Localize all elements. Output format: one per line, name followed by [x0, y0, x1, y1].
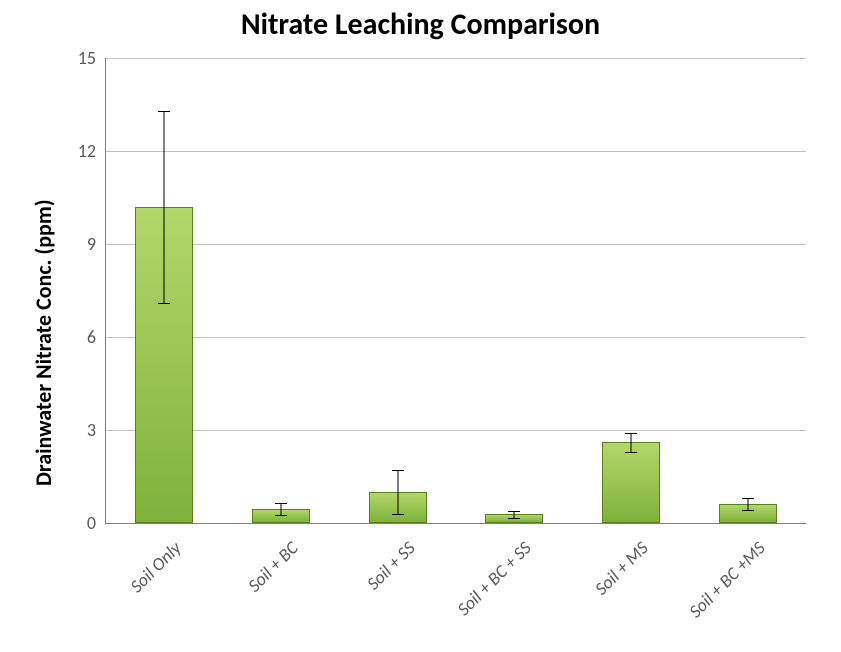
y-tick-label: 12 [78, 140, 106, 162]
x-tick-label: Soil + MS [590, 537, 652, 599]
x-tick-label: Soil + BC +MS [684, 537, 769, 622]
plot-area: 03691215Soil OnlySoil + BCSoil + SSSoil … [105, 58, 806, 524]
error-bar [514, 511, 515, 518]
error-bar [281, 503, 282, 514]
error-cap [275, 503, 287, 504]
error-cap [508, 511, 520, 512]
error-bar [631, 433, 632, 452]
error-cap [742, 498, 754, 499]
error-cap [158, 303, 170, 304]
x-tick-label: Soil + SS [362, 537, 419, 594]
error-cap [275, 515, 287, 516]
error-cap [508, 518, 520, 519]
error-cap [392, 470, 404, 471]
y-axis-label: Drainwater Nitrate Conc. (ppm) [30, 199, 57, 486]
gridline [106, 430, 806, 431]
error-cap [392, 514, 404, 515]
x-tick-label: Soil + BC + SS [453, 537, 536, 620]
chart-title: Nitrate Leaching Comparison [0, 6, 841, 43]
error-cap [158, 111, 170, 112]
x-tick-label: Soil + BC [243, 537, 302, 596]
gridline [106, 244, 806, 245]
error-bar [164, 111, 165, 303]
error-cap [742, 510, 754, 511]
bar [602, 442, 660, 523]
y-tick-label: 9 [87, 233, 106, 255]
gridline [106, 58, 806, 59]
error-cap [625, 452, 637, 453]
y-tick-label: 6 [87, 326, 106, 348]
y-tick-label: 15 [78, 47, 106, 69]
x-tick-label: Soil Only [126, 537, 186, 597]
error-bar [747, 498, 748, 510]
gridline [106, 337, 806, 338]
y-tick-label: 3 [87, 419, 106, 441]
error-bar [397, 470, 398, 513]
y-tick-label: 0 [87, 512, 106, 534]
chart-container: Nitrate Leaching Comparison Drainwater N… [0, 0, 841, 652]
gridline [106, 151, 806, 152]
error-cap [625, 433, 637, 434]
